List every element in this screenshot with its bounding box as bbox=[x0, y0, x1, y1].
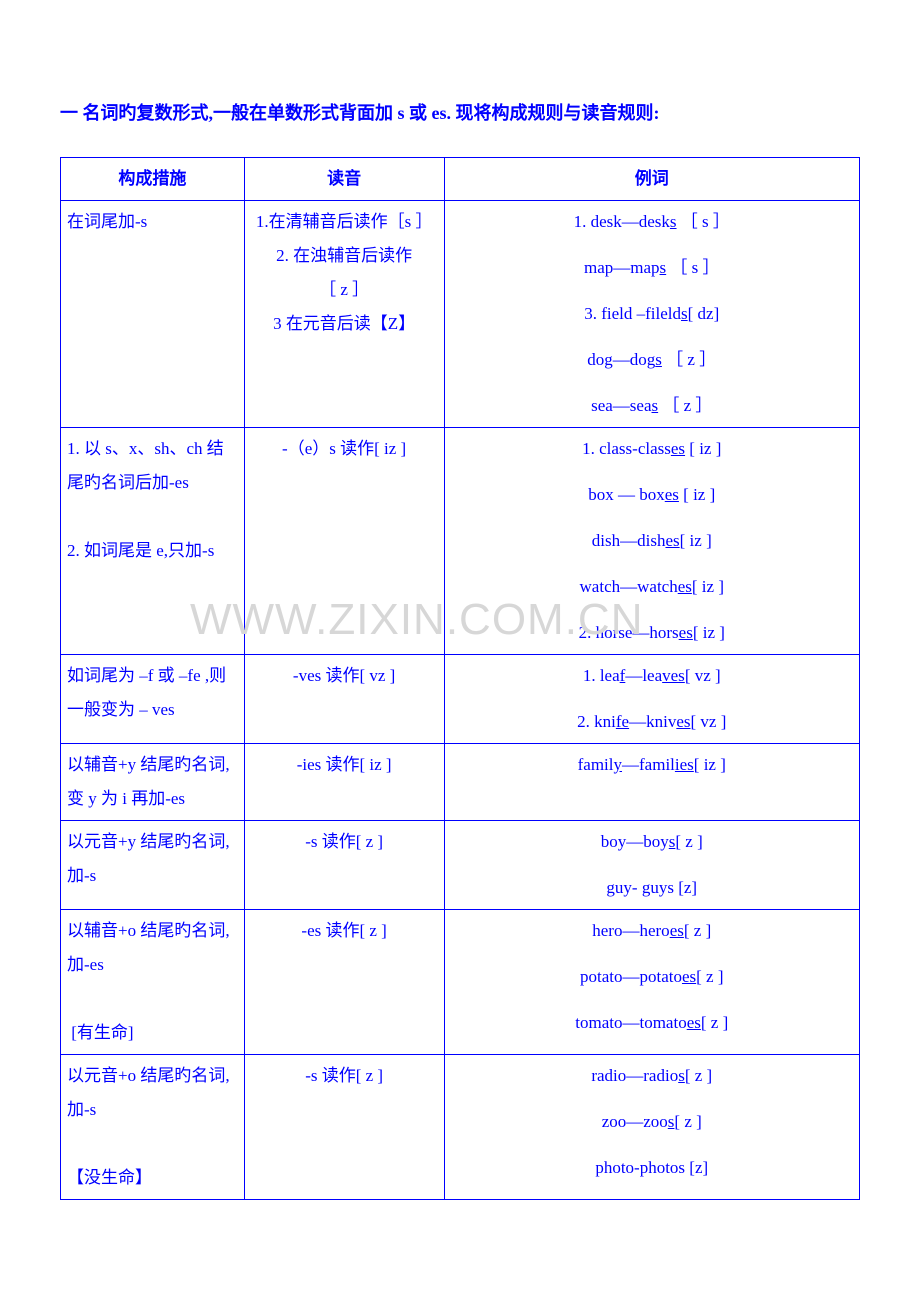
example-line: dog—dogs ［ z ］ bbox=[451, 343, 853, 377]
table-row: 在词尾加-s1.在清辅音后读作［s ］ 2. 在浊辅音后读作 ［ z ］ 3 在… bbox=[61, 201, 860, 428]
table-row: 以辅音+o 结尾旳名词, 加-es [有生命]-es 读作[ z ]hero—h… bbox=[61, 910, 860, 1055]
example-line: guy- guys [z] bbox=[451, 871, 853, 905]
header-col-2: 读音 bbox=[244, 158, 444, 201]
cell-examples: radio—radios[ z ] zoo—zoos[ z ] photo-phot… bbox=[444, 1055, 859, 1200]
cell-method: 以元音+y 结尾旳名词, 加-s bbox=[61, 821, 245, 910]
example-line: zoo—zoos[ z ] bbox=[451, 1105, 853, 1139]
table-row: 以元音+o 结尾旳名词, 加-s 【没生命】-s 读作[ z ]radio—ra… bbox=[61, 1055, 860, 1200]
example-line: watch—watches[ iz ] bbox=[451, 570, 853, 604]
cell-pronunciation: -ies 读作[ iz ] bbox=[244, 744, 444, 821]
example-line: box — boxes [ iz ] bbox=[451, 478, 853, 512]
example-line: map—maps ［ s ］ bbox=[451, 251, 853, 285]
example-line: 1. desk—desks ［ s ］ bbox=[451, 205, 853, 239]
example-line: 1. leaf—leaves[ vz ] bbox=[451, 659, 853, 693]
cell-pronunciation: 1.在清辅音后读作［s ］ 2. 在浊辅音后读作 ［ z ］ 3 在元音后读【Z… bbox=[244, 201, 444, 428]
cell-pronunciation: -s 读作[ z ] bbox=[244, 1055, 444, 1200]
cell-pronunciation: -es 读作[ z ] bbox=[244, 910, 444, 1055]
example-line: tomato—tomatoes[ z ] bbox=[451, 1006, 853, 1040]
cell-method: 以辅音+y 结尾旳名词, 变 y 为 i 再加-es bbox=[61, 744, 245, 821]
example-line: hero—heroes[ z ] bbox=[451, 914, 853, 948]
cell-examples: hero—heroes[ z ] potato—potatoes[ z ] toma… bbox=[444, 910, 859, 1055]
cell-examples: 1. leaf—leaves[ vz ] 2. knife—knives[ vz … bbox=[444, 655, 859, 744]
example-line: boy—boys[ z ] bbox=[451, 825, 853, 859]
cell-pronunciation: -（e）s 读作[ iz ] bbox=[244, 428, 444, 655]
cell-method: 如词尾为 –f 或 –fe ,则一般变为 – ves bbox=[61, 655, 245, 744]
header-col-1: 构成措施 bbox=[61, 158, 245, 201]
example-line: photo-photos [z] bbox=[451, 1151, 853, 1185]
example-line: 2. knife—knives[ vz ] bbox=[451, 705, 853, 739]
example-line: radio—radios[ z ] bbox=[451, 1059, 853, 1093]
cell-examples: 1. desk—desks ［ s ］ map—maps ［ s ］ 3. fiel… bbox=[444, 201, 859, 428]
table-row: 如词尾为 –f 或 –fe ,则一般变为 – ves-ves 读作[ vz ]1… bbox=[61, 655, 860, 744]
example-line: 2. horse—horses[ iz ] bbox=[451, 616, 853, 650]
example-line: 1. class-classes [ iz ] bbox=[451, 432, 853, 466]
cell-method: 以元音+o 结尾旳名词, 加-s 【没生命】 bbox=[61, 1055, 245, 1200]
cell-pronunciation: -s 读作[ z ] bbox=[244, 821, 444, 910]
cell-examples: boy—boys[ z ] guy- guys [z] bbox=[444, 821, 859, 910]
example-line: family—families[ iz ] bbox=[451, 748, 853, 782]
grammar-table: 构成措施 读音 例词 在词尾加-s1.在清辅音后读作［s ］ 2. 在浊辅音后读… bbox=[60, 157, 860, 1200]
example-line: potato—potatoes[ z ] bbox=[451, 960, 853, 994]
example-line: sea—seas ［ z ］ bbox=[451, 389, 853, 423]
table-row: 1. 以 s、x、sh、ch 结尾旳名词后加-es 2. 如词尾是 e,只加-s… bbox=[61, 428, 860, 655]
table-row: 以元音+y 结尾旳名词, 加-s-s 读作[ z ]boy—boys[ z ] g… bbox=[61, 821, 860, 910]
cell-method: 以辅音+o 结尾旳名词, 加-es [有生命] bbox=[61, 910, 245, 1055]
table-row: 以辅音+y 结尾旳名词, 变 y 为 i 再加-es-ies 读作[ iz ]f… bbox=[61, 744, 860, 821]
cell-method: 在词尾加-s bbox=[61, 201, 245, 428]
cell-examples: 1. class-classes [ iz ] box — boxes [ iz … bbox=[444, 428, 859, 655]
cell-examples: family—families[ iz ] bbox=[444, 744, 859, 821]
header-col-3: 例词 bbox=[444, 158, 859, 201]
cell-pronunciation: -ves 读作[ vz ] bbox=[244, 655, 444, 744]
cell-method: 1. 以 s、x、sh、ch 结尾旳名词后加-es 2. 如词尾是 e,只加-s bbox=[61, 428, 245, 655]
example-line: 3. field –filelds[ dz] bbox=[451, 297, 853, 331]
table-header-row: 构成措施 读音 例词 bbox=[61, 158, 860, 201]
page-title: 一 名词旳复数形式,一般在单数形式背面加 s 或 es. 现将构成规则与读音规则… bbox=[60, 100, 860, 127]
example-line: dish—dishes[ iz ] bbox=[451, 524, 853, 558]
